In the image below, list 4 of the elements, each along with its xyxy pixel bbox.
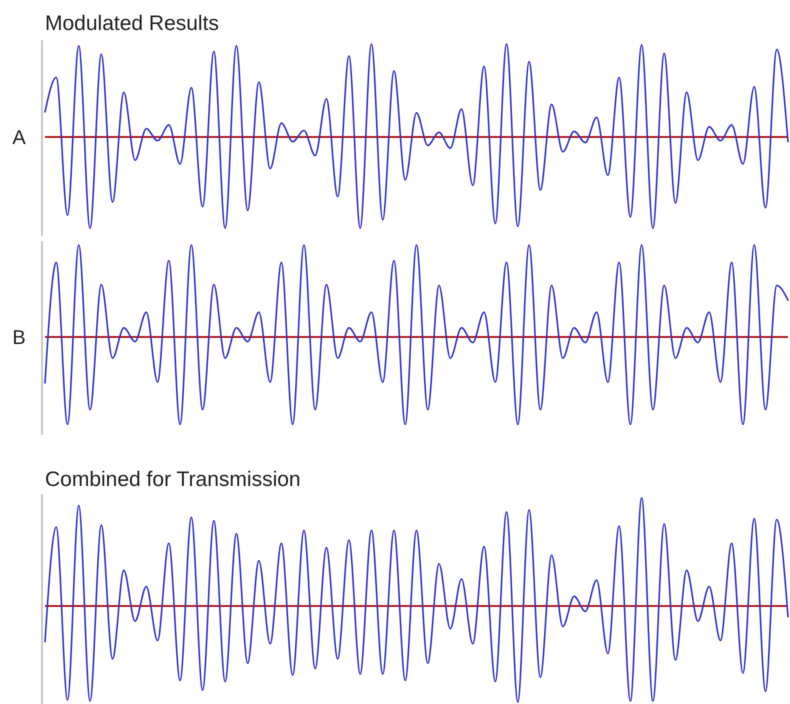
y-axis-title: B: [12, 327, 26, 349]
chart-title: Modulated Results: [45, 12, 219, 35]
chart-title: Combined for Transmission: [45, 468, 301, 491]
y-axis-title: A: [12, 127, 26, 149]
